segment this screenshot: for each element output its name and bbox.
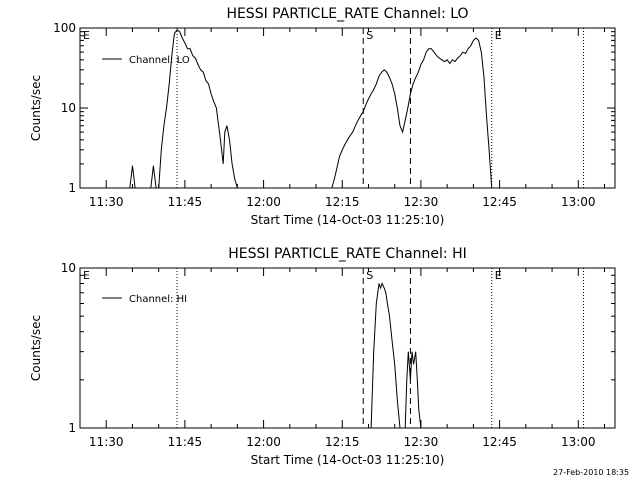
x-tick-label: 12:45 bbox=[482, 435, 517, 449]
x-axis-label: Start Time (14-Oct-03 11:25:10) bbox=[251, 453, 445, 467]
y-tick-label: 100 bbox=[53, 21, 76, 35]
x-tick-label: 11:30 bbox=[89, 435, 124, 449]
annotation-marker-e: E bbox=[495, 29, 502, 42]
y-axis-label: Counts/sec bbox=[29, 75, 43, 141]
legend-entry: Channel: LO bbox=[129, 55, 190, 66]
series-segment-0 bbox=[129, 165, 136, 189]
plot-frame bbox=[79, 267, 616, 429]
x-tick-label: 12:30 bbox=[404, 435, 439, 449]
x-tick-label: 12:45 bbox=[482, 195, 517, 209]
x-tick-label: 12:30 bbox=[404, 195, 439, 209]
x-tick-label: 12:00 bbox=[246, 435, 281, 449]
x-tick-label: 12:15 bbox=[325, 435, 360, 449]
x-tick-label: 12:00 bbox=[246, 195, 281, 209]
y-tick-label: 1 bbox=[68, 421, 76, 435]
annotation-marker-e: E bbox=[83, 29, 90, 42]
chart-title: HESSI PARTICLE_RATE Channel: LO bbox=[226, 6, 468, 22]
y-tick-label: 10 bbox=[61, 101, 76, 115]
panel-lo: HESSI PARTICLE_RATE Channel: LO 11:30 11:4… bbox=[29, 6, 616, 227]
footer-timestamp: 27-Feb-2010 18:35 bbox=[553, 468, 629, 477]
series-segment-0 bbox=[370, 282, 401, 429]
series-segment-1 bbox=[404, 351, 422, 429]
x-tick-label: 11:45 bbox=[168, 195, 203, 209]
panel-hi: HESSI PARTICLE_RATE Channel: HI 11:30 11:4… bbox=[29, 246, 616, 467]
y-axis-label: Counts/sec bbox=[29, 315, 43, 381]
x-tick-label: 11:30 bbox=[89, 195, 124, 209]
chart-title: HESSI PARTICLE_RATE Channel: HI bbox=[228, 246, 466, 262]
legend-entry: Channel: HI bbox=[129, 294, 187, 305]
series-segment-1 bbox=[150, 165, 157, 189]
x-tick-label: 12:15 bbox=[325, 195, 360, 209]
x-tick-label: 13:00 bbox=[561, 435, 596, 449]
x-tick-label: 13:00 bbox=[561, 195, 596, 209]
annotation-marker-s: S bbox=[366, 29, 373, 42]
y-tick-label: 1 bbox=[68, 181, 76, 195]
series-segment-3 bbox=[331, 37, 493, 189]
y-tick-label: 10 bbox=[61, 261, 76, 275]
annotation-marker-e: E bbox=[495, 269, 502, 282]
annotation-marker-s: S bbox=[366, 269, 373, 282]
annotation-marker-e: E bbox=[83, 269, 90, 282]
x-axis-label: Start Time (14-Oct-03 11:25:10) bbox=[251, 213, 445, 227]
series-segment-2 bbox=[158, 29, 238, 189]
x-tick-label: 11:45 bbox=[168, 435, 203, 449]
